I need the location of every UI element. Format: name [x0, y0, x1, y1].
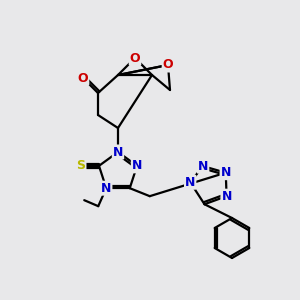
Text: S: S	[76, 159, 85, 172]
Text: N: N	[185, 176, 195, 189]
Text: N: N	[132, 159, 142, 172]
Text: O: O	[78, 71, 88, 85]
Text: N: N	[113, 146, 123, 158]
Text: N: N	[221, 190, 232, 203]
Text: N: N	[220, 166, 231, 179]
Text: N: N	[198, 160, 208, 173]
Text: O: O	[163, 58, 173, 71]
Text: N: N	[101, 182, 111, 195]
Text: O: O	[130, 52, 140, 64]
